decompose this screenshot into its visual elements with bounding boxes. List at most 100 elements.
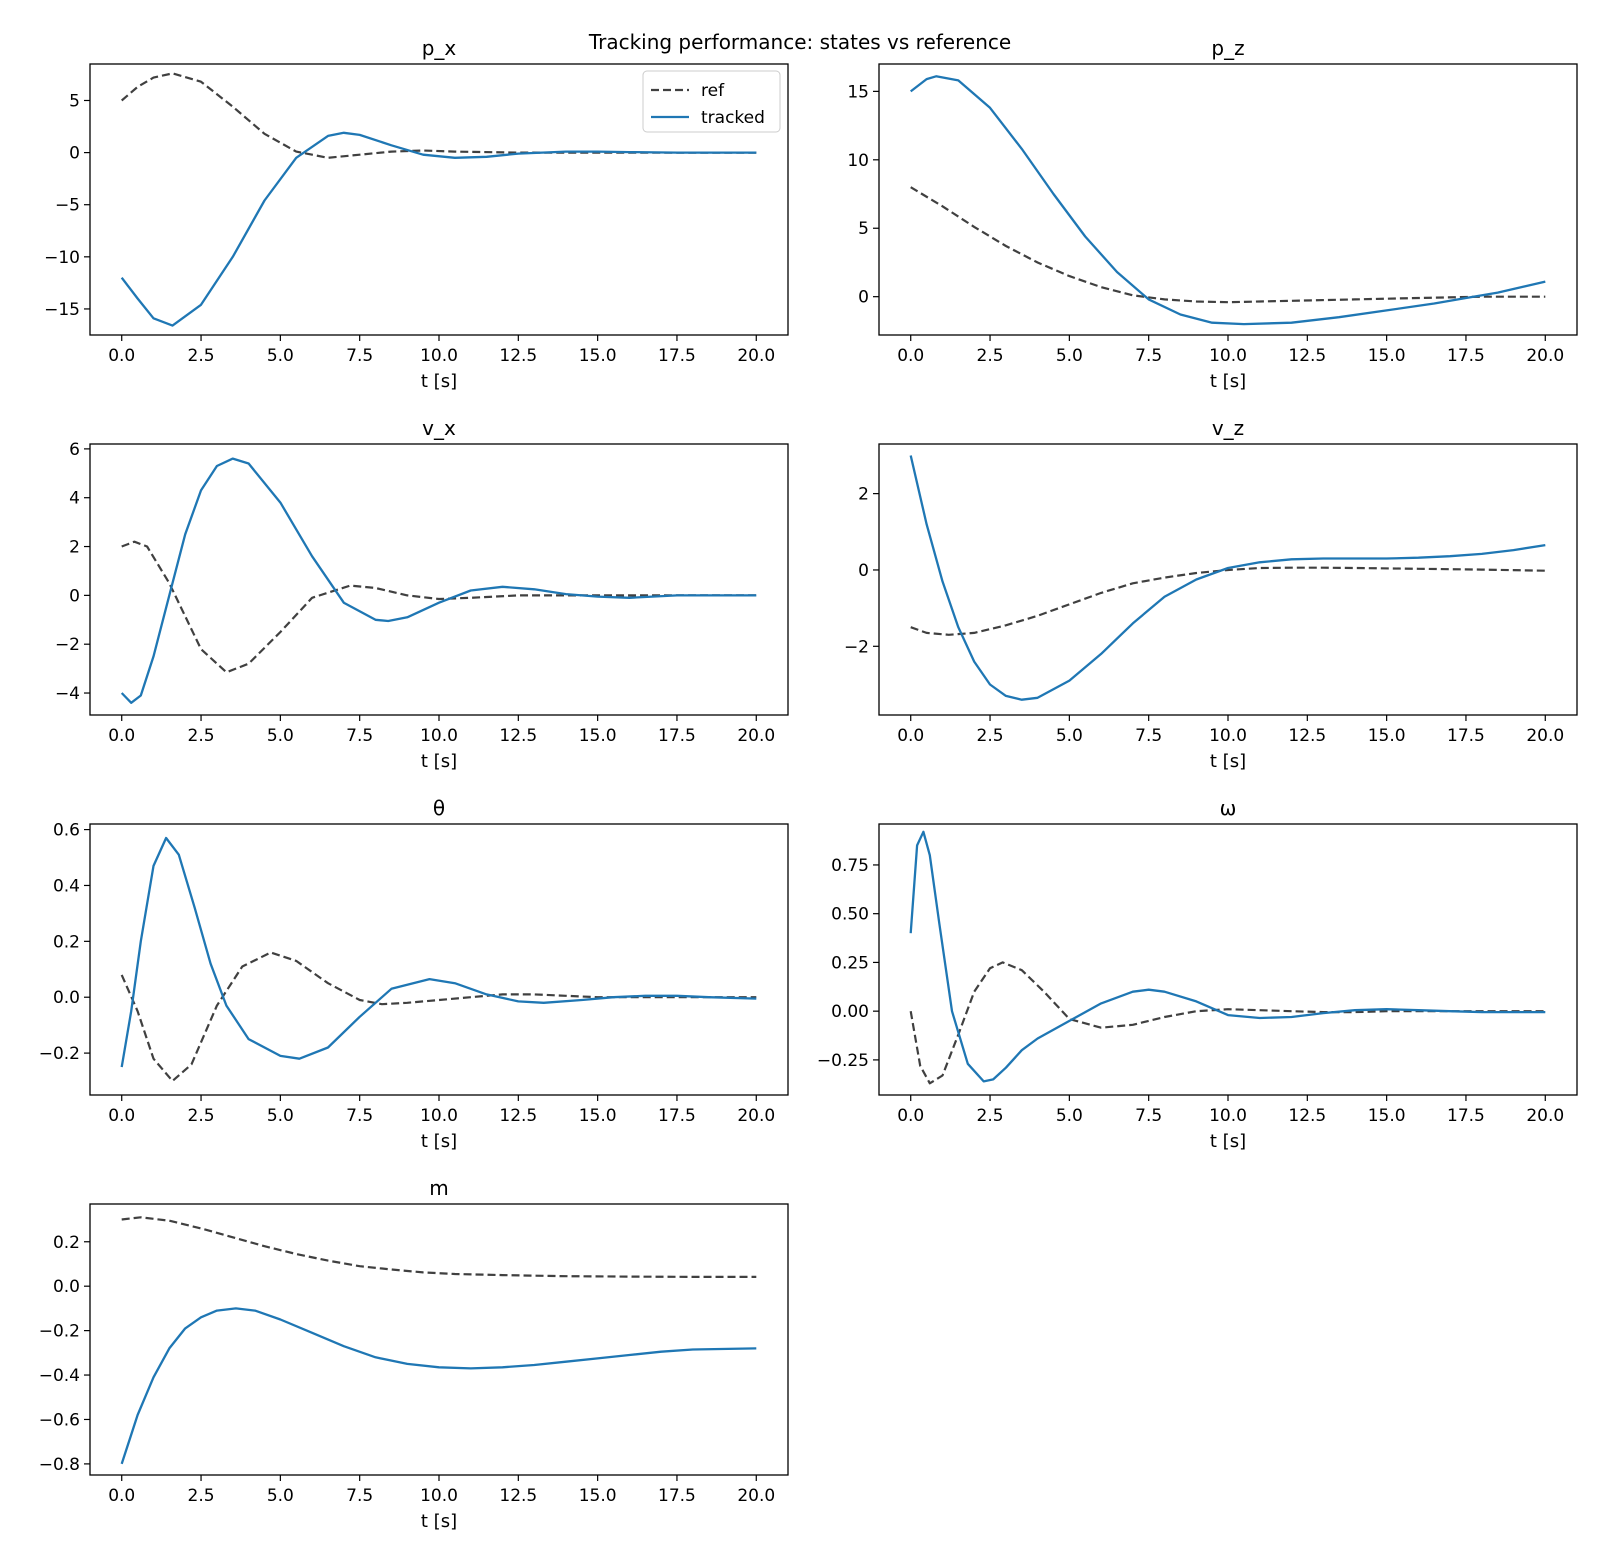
subplot-7: m 0.0 2.5 5.0 7.5 10.0 12.5 15.0 17.5 20.0 0.2 0.0 −…: [39, 1176, 789, 1532]
x-tick-label: 7.5: [346, 1106, 373, 1126]
x-tick-label: 7.5: [346, 1486, 373, 1506]
y-tick-label: 6: [69, 440, 80, 460]
x-tick-label: 17.5: [658, 1486, 696, 1506]
x-tick-label: 15.0: [1368, 346, 1406, 366]
x-tick-label: 10.0: [1209, 1106, 1247, 1126]
y-tick-label: −0.8: [39, 1455, 80, 1475]
series-ref-line: [909, 961, 1546, 1085]
series-tracked-line: [909, 75, 1546, 326]
y-tick-label: 0.4: [53, 876, 80, 896]
x-tick-label: 20.0: [737, 346, 775, 366]
subplot-1: p_x 0.0 2.5 5.0 7.5 10.0 12.5 15.0 17.5 20.0 5 0 −5 −…: [44, 36, 789, 392]
x-tick-label: 2.5: [977, 346, 1004, 366]
y-tick-label: −2: [55, 635, 80, 655]
legend: ref tracked: [642, 70, 781, 133]
x-tick-label: 20.0: [737, 1106, 775, 1126]
x-tick-label: 0.0: [108, 1486, 135, 1506]
y-tick-label: 15: [847, 82, 869, 102]
series-tracked-line: [909, 455, 1546, 701]
x-tick-label: 5.0: [1056, 1106, 1083, 1126]
x-tick-label: 15.0: [579, 1106, 617, 1126]
y-tick-label: 10: [847, 151, 869, 171]
x-axis-label: t [s]: [421, 1511, 457, 1532]
x-tick-label: 17.5: [658, 1106, 696, 1126]
x-tick-label: 12.5: [499, 1106, 537, 1126]
x-tick-label: 5.0: [267, 1486, 294, 1506]
y-tick-label: 0: [858, 561, 869, 581]
x-tick-label: 12.5: [1288, 1106, 1326, 1126]
plot-frame: [89, 823, 789, 1096]
x-axis-label: t [s]: [1210, 751, 1246, 772]
y-tick-label: 0.75: [831, 856, 869, 876]
subplot-3: v_x 0.0 2.5 5.0 7.5 10.0 12.5 15.0 17.5 20.0 6 4 2 0 −…: [55, 416, 789, 772]
subplot-title: p_z: [1211, 36, 1244, 60]
x-tick-label: 7.5: [346, 726, 373, 746]
x-tick-label: 10.0: [420, 726, 458, 746]
x-tick-label: 2.5: [188, 726, 215, 746]
x-tick-label: 0.0: [897, 1106, 924, 1126]
plot-frame: [878, 823, 1578, 1096]
x-tick-label: 2.5: [188, 1106, 215, 1126]
series-tracked-line: [909, 830, 1546, 1083]
x-tick-label: 12.5: [1288, 726, 1326, 746]
x-tick-label: 2.5: [977, 726, 1004, 746]
figure-title: Tracking performance: states vs referenc…: [588, 30, 1012, 54]
x-axis-label: t [s]: [421, 751, 457, 772]
x-axis-label: t [s]: [1210, 371, 1246, 392]
x-tick-label: 15.0: [1368, 726, 1406, 746]
series-ref-line: [120, 951, 757, 1083]
x-tick-label: 5.0: [267, 346, 294, 366]
subplot-title: ω: [1220, 796, 1237, 820]
legend-tracked-label: tracked: [701, 108, 765, 128]
y-tick-label: 0.00: [831, 1002, 869, 1022]
y-tick-label: 2: [858, 485, 869, 505]
x-tick-label: 17.5: [658, 726, 696, 746]
x-tick-label: 12.5: [499, 726, 537, 746]
x-tick-label: 15.0: [1368, 1106, 1406, 1126]
x-tick-label: 15.0: [579, 1486, 617, 1506]
subplot-2: p_z 0.0 2.5 5.0 7.5 10.0 12.5 15.0 17.5 20.0 15 10 5…: [847, 36, 1578, 392]
series-ref-line: [910, 566, 1546, 636]
y-tick-label: 5: [69, 91, 80, 111]
x-tick-label: 10.0: [1209, 726, 1247, 746]
legend-ref-label: ref: [701, 81, 725, 101]
x-tick-label: 10.0: [1209, 346, 1247, 366]
x-tick-label: 17.5: [1447, 346, 1485, 366]
x-tick-label: 10.0: [420, 1106, 458, 1126]
y-tick-label: 0.6: [53, 821, 80, 841]
subplot-6: ω 0.0 2.5 5.0 7.5 10.0 12.5 15.0 17.5 20.0 0.75 0.5…: [817, 796, 1578, 1152]
y-tick-label: 5: [858, 219, 869, 239]
y-tick-label: 0.0: [53, 1277, 80, 1297]
y-tick-label: −4: [55, 684, 80, 704]
x-tick-label: 0.0: [108, 346, 135, 366]
subplot-title: v_x: [422, 416, 456, 440]
x-tick-label: 12.5: [499, 346, 537, 366]
y-tick-label: −0.6: [39, 1410, 80, 1430]
y-tick-label: 0.2: [53, 932, 80, 952]
subplot-5: θ 0.0 2.5 5.0 7.5 10.0 12.5 15.0 17.5 20.0 0.6 0.4 0…: [39, 796, 789, 1152]
y-tick-label: 0.50: [831, 905, 869, 925]
x-tick-label: 2.5: [977, 1106, 1004, 1126]
x-axis-label: t [s]: [1210, 1131, 1246, 1152]
x-tick-label: 2.5: [188, 1486, 215, 1506]
x-tick-label: 15.0: [579, 346, 617, 366]
series-tracked-line: [120, 131, 757, 327]
plot-frame: [89, 443, 789, 716]
x-axis-label: t [s]: [421, 371, 457, 392]
x-tick-label: 17.5: [1447, 726, 1485, 746]
x-tick-label: 0.0: [108, 1106, 135, 1126]
x-tick-label: 20.0: [1526, 346, 1564, 366]
x-tick-label: 0.0: [897, 726, 924, 746]
y-tick-label: 2: [69, 538, 80, 558]
x-tick-label: 7.5: [1135, 346, 1162, 366]
x-tick-label: 20.0: [1526, 726, 1564, 746]
series-tracked-line: [120, 457, 757, 704]
series-ref-line: [121, 1216, 757, 1279]
y-tick-label: 0.0: [53, 988, 80, 1008]
x-tick-label: 5.0: [267, 726, 294, 746]
series-ref-line: [910, 186, 1546, 304]
plot-frame: [878, 63, 1578, 336]
subplot-title: p_x: [422, 36, 457, 60]
y-tick-label: −15: [44, 300, 80, 320]
